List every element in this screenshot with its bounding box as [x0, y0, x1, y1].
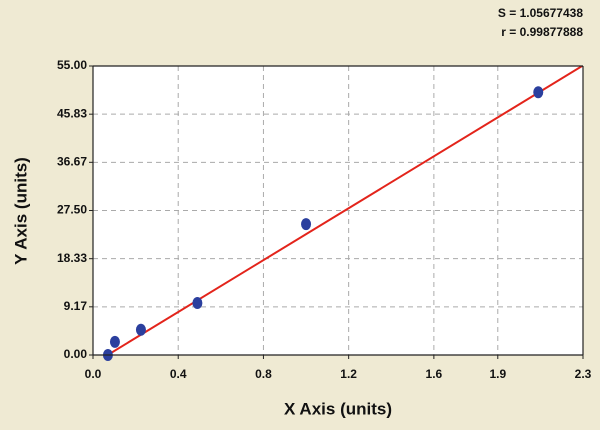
y-tick-label: 36.67: [57, 154, 87, 168]
marks: [102, 66, 583, 361]
y-tick-label: 55.00: [57, 58, 87, 72]
data-point: [301, 218, 312, 231]
x-tick-label: 1.9: [489, 367, 506, 381]
data-point: [192, 296, 203, 309]
y-tick-label: 27.50: [57, 203, 87, 217]
x-tick-label: 0.0: [85, 367, 102, 381]
y-axis-label: Y Axis (units): [11, 157, 30, 265]
data-point: [533, 86, 544, 99]
x-axis-label: X Axis (units): [284, 399, 392, 418]
x-tick-label: 0.8: [255, 367, 272, 381]
fit-line: [105, 66, 583, 355]
x-tick-label: 0.4: [170, 367, 187, 381]
annotation: S = 1.05677438: [498, 6, 583, 20]
y-tick-label: 45.83: [57, 106, 87, 120]
x-tick-label: 1.6: [426, 367, 443, 381]
x-tick-label: 2.3: [575, 367, 592, 381]
y-tick-label: 18.33: [57, 251, 87, 265]
data-point: [109, 335, 120, 348]
annotation: r = 0.99877888: [501, 25, 583, 39]
data-point: [135, 323, 146, 336]
y-tick-label: 0.00: [64, 347, 88, 361]
x-tick-label: 1.2: [340, 367, 357, 381]
y-tick-label: 9.17: [64, 299, 88, 313]
